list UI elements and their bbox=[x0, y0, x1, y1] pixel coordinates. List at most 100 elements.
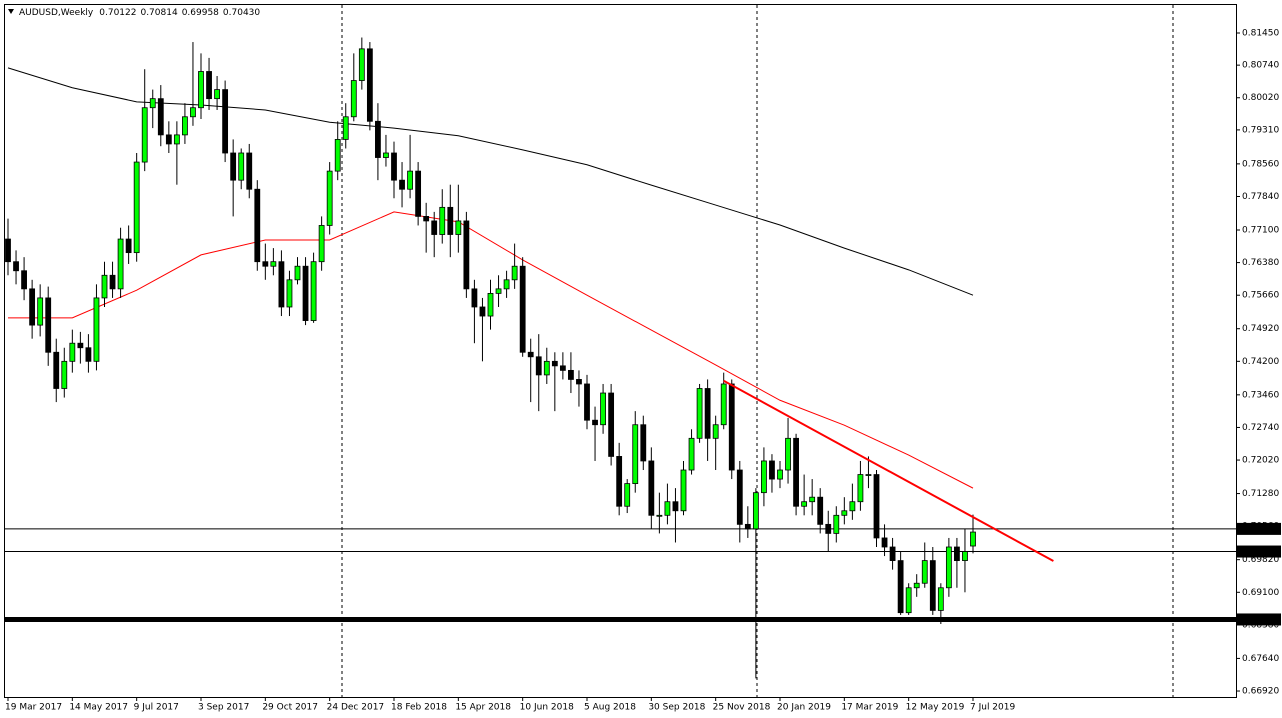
candle-body bbox=[375, 120, 381, 158]
candle-body bbox=[752, 492, 759, 530]
candle-body bbox=[761, 460, 767, 494]
candle-body bbox=[407, 170, 413, 190]
candle-body bbox=[720, 383, 727, 426]
candle-body bbox=[125, 238, 132, 254]
candle-body bbox=[5, 238, 11, 263]
candle-body bbox=[841, 510, 848, 516]
candle-body bbox=[415, 170, 422, 217]
candle-body bbox=[366, 48, 373, 122]
candle-body bbox=[825, 523, 832, 534]
y-tick-label: 0.72740 bbox=[1242, 423, 1279, 433]
x-tick-label: 12 May 2019 bbox=[906, 703, 965, 713]
x-tick-label: 7 Jul 2019 bbox=[970, 703, 1015, 713]
candle-body bbox=[302, 265, 309, 321]
candle-body bbox=[640, 424, 647, 462]
candle-body bbox=[584, 383, 590, 421]
x-tick-label: 30 Sep 2018 bbox=[648, 703, 705, 713]
candle-body bbox=[141, 107, 148, 163]
candle-body bbox=[664, 501, 671, 516]
y-tick-label: 0.75660 bbox=[1242, 291, 1279, 301]
x-tick-label: 17 Mar 2019 bbox=[841, 703, 898, 713]
candle-body bbox=[937, 587, 944, 611]
candle-body bbox=[173, 134, 180, 145]
candle-body bbox=[576, 379, 582, 385]
menu-arrow bbox=[8, 9, 14, 14]
x-tick-label: 10 Jun 2018 bbox=[520, 703, 574, 713]
candle-body bbox=[391, 152, 397, 181]
symbol: AUDUSD,Weekly bbox=[19, 8, 94, 18]
y-tick-label: 0.77100 bbox=[1242, 225, 1279, 235]
candle-body bbox=[929, 560, 936, 611]
candle-body bbox=[535, 356, 542, 376]
candle-body bbox=[399, 179, 405, 190]
candle-body bbox=[962, 551, 968, 561]
candle-body bbox=[254, 188, 261, 263]
candle-body bbox=[69, 342, 76, 362]
candle-body bbox=[857, 474, 864, 503]
candle-body bbox=[817, 496, 824, 525]
y-tick-label: 0.80740 bbox=[1242, 61, 1279, 71]
candle-body bbox=[431, 220, 438, 235]
candle-body bbox=[519, 265, 526, 353]
candle-body bbox=[945, 546, 952, 589]
y-tick-label: 0.77840 bbox=[1242, 192, 1279, 202]
candle-body bbox=[157, 98, 164, 136]
candle-body bbox=[801, 501, 808, 507]
candle-body bbox=[350, 80, 357, 118]
candle-body bbox=[624, 483, 631, 507]
x-tick-label: 29 Oct 2017 bbox=[262, 703, 318, 713]
candle-body bbox=[149, 98, 156, 109]
candle-body bbox=[736, 469, 743, 525]
candle-body bbox=[656, 514, 663, 517]
candle-body bbox=[954, 546, 960, 561]
candle-body bbox=[527, 351, 534, 358]
candle-body bbox=[101, 274, 108, 299]
candle-body bbox=[688, 437, 695, 471]
candle-body bbox=[905, 587, 912, 614]
plot-frame bbox=[4, 4, 1237, 698]
candle-body bbox=[559, 365, 566, 371]
candle-body bbox=[133, 161, 140, 254]
x-tick-label: 9 Jul 2017 bbox=[134, 703, 179, 713]
x-tick-label: 3 Sep 2017 bbox=[198, 703, 249, 713]
y-tick-label: 0.74200 bbox=[1242, 357, 1279, 367]
candle-body bbox=[777, 469, 783, 480]
y-tick-label: 0.72020 bbox=[1242, 456, 1279, 466]
price-label: 0.70500 bbox=[1239, 524, 1276, 534]
candle-body bbox=[278, 261, 285, 308]
candle-body bbox=[270, 261, 277, 267]
x-tick-label: 14 May 2017 bbox=[69, 703, 128, 713]
candle-body bbox=[423, 216, 430, 222]
x-tick-label: 5 Aug 2018 bbox=[584, 703, 636, 713]
candle-body bbox=[785, 437, 791, 471]
candle-body bbox=[833, 514, 840, 534]
candle-body bbox=[29, 288, 36, 326]
y-tick-label: 0.79310 bbox=[1242, 125, 1279, 135]
x-tick-label: 18 Feb 2018 bbox=[391, 703, 447, 713]
candle-body bbox=[680, 469, 687, 512]
candle-body bbox=[294, 265, 301, 281]
trendline bbox=[723, 379, 1054, 562]
candle-body bbox=[970, 531, 976, 547]
moving-average bbox=[7, 67, 974, 296]
y-tick-label: 0.78560 bbox=[1242, 159, 1279, 169]
candle-body bbox=[53, 351, 60, 389]
candle-body bbox=[913, 582, 920, 589]
price-label-box bbox=[1237, 522, 1281, 535]
x-tick-label: 24 Dec 2017 bbox=[327, 703, 385, 713]
x-tick-label: 25 Nov 2018 bbox=[713, 703, 771, 713]
candle-body bbox=[93, 297, 100, 362]
candle-body bbox=[769, 460, 775, 480]
candle-body bbox=[495, 288, 502, 294]
y-tick-label: 0.76380 bbox=[1242, 258, 1279, 268]
candle-body bbox=[198, 71, 204, 109]
candle-body bbox=[463, 220, 470, 290]
header: AUDUSD,Weekly 0.70122 0.70814 0.69958 0.7043… bbox=[19, 8, 260, 18]
candle-body bbox=[704, 388, 711, 439]
candle-body bbox=[889, 546, 896, 561]
open: 0.70122 bbox=[99, 8, 136, 18]
candle-body bbox=[383, 152, 389, 158]
candle-body bbox=[881, 537, 888, 548]
y-tick-label: 0.80020 bbox=[1242, 93, 1279, 103]
